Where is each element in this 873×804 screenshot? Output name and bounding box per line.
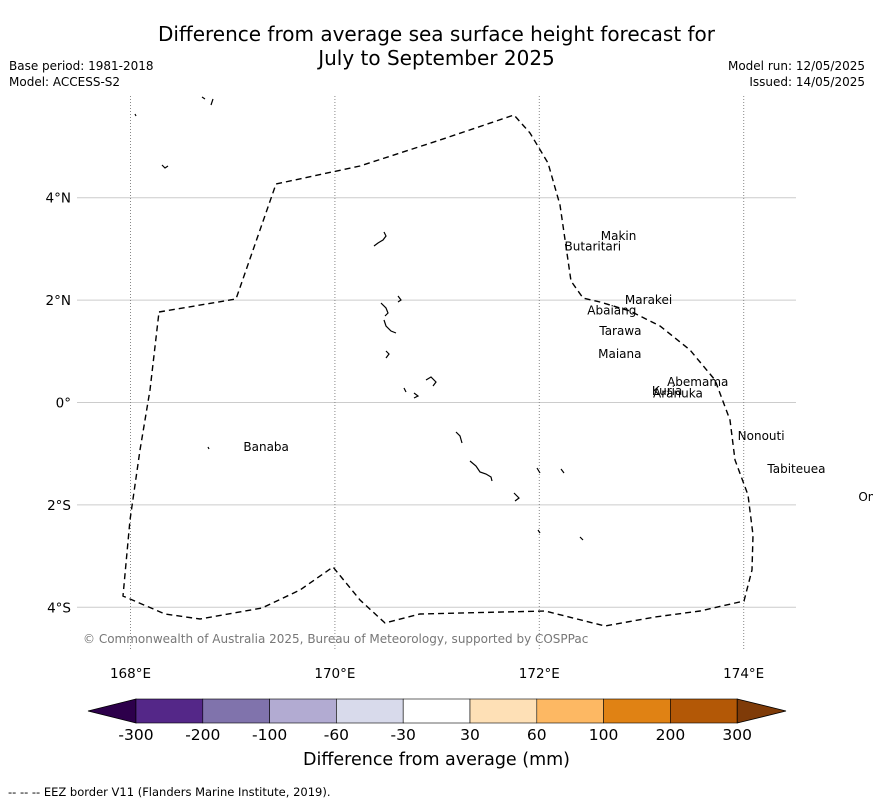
coast-kuria-aranuka (403, 387, 420, 399)
graticule (77, 96, 796, 650)
colorbar-segment (603, 698, 671, 724)
title-line-1: Difference from average sea surface heig… (157, 22, 716, 46)
colorbar-segment (202, 698, 270, 724)
lon-tick-label: 172°E (519, 666, 560, 682)
island-label: Aranuka (653, 386, 703, 400)
island-label: Nonouti (738, 429, 785, 443)
colorbar (87, 698, 787, 724)
island-label: Onotoa (858, 490, 873, 504)
copyright-text: © Commonwealth of Australia 2025, Bureau… (83, 632, 589, 646)
lon-tick-label: 174°E (723, 666, 764, 682)
island-label: Tabiteuea (766, 462, 825, 476)
meta-right: Model run: 12/05/2025 Issued: 14/05/2025 (728, 58, 865, 90)
coast-nikunau (560, 468, 565, 474)
coast-arorae (579, 536, 584, 541)
coast-marakei (397, 295, 402, 303)
island-label: Abaiang (587, 303, 636, 317)
island-label: Maiana (598, 347, 641, 361)
axis-tick-labels: 4°N2°N0°2°S4°S168°E170°E172°E174°E176°E1… (46, 191, 765, 682)
colorbar-tick-label: 100 (588, 726, 619, 744)
issued-date: Issued: 14/05/2025 (749, 75, 865, 89)
colorbar-segment (402, 698, 471, 724)
coast-tabiteuea (469, 460, 493, 482)
coast-tamana (537, 529, 541, 534)
coast-north-islet-3 (161, 164, 169, 169)
island-label: Makin (601, 229, 637, 243)
colorbar-tick-label: -200 (185, 726, 221, 744)
coast-nonouti (455, 431, 463, 444)
island-label: Kuria (652, 384, 683, 398)
coast-north-islet-2 (134, 113, 137, 117)
coast-onotoa (513, 492, 520, 502)
coast-banaba (207, 446, 210, 450)
coast-tarawa (383, 319, 397, 334)
coast-makin (373, 231, 387, 247)
island-label: Marakei (625, 293, 672, 307)
lat-tick-label: 0° (56, 396, 71, 412)
title-line-2: July to September 2025 (318, 46, 555, 70)
coast-abaiang (380, 302, 389, 317)
lat-tick-label: 2°N (46, 293, 71, 309)
colorbar-label: Difference from average (mm) (302, 750, 571, 770)
coast-maiana (385, 350, 390, 359)
colorbar-segment (135, 698, 204, 724)
lat-tick-label: 4°S (47, 600, 71, 616)
coast-north-islet-1 (201, 96, 214, 106)
island-label: Tarawa (598, 324, 641, 338)
colorbar-extend-high (736, 698, 787, 724)
meta-left: Base period: 1981-2018 Model: ACCESS-S2 (9, 58, 154, 90)
colorbar-tick-label: -300 (118, 726, 154, 744)
base-period: Base period: 1981-2018 (9, 59, 154, 73)
coast-beru (536, 467, 541, 474)
island-label: Banaba (243, 440, 289, 454)
lon-tick-label: 170°E (314, 666, 355, 682)
eez-border (122, 114, 754, 627)
colorbar-tick-label: 30 (460, 726, 480, 744)
colorbar-tick-label: 200 (655, 726, 686, 744)
colorbar-segment (469, 698, 538, 724)
eez-footnote: -- -- -- EEZ border V11 (Flanders Marine… (8, 785, 331, 799)
colorbar-tick-label: 300 (722, 726, 752, 744)
coast-abemama (425, 376, 437, 387)
model-name: Model: ACCESS-S2 (9, 75, 121, 89)
colorbar-tick-label: 60 (526, 726, 547, 744)
lat-tick-label: 4°N (46, 191, 71, 207)
lat-tick-label: 2°S (47, 498, 71, 514)
colorbar-segment (336, 698, 404, 724)
colorbar-extend-low (87, 698, 137, 724)
model-run: Model run: 12/05/2025 (727, 59, 865, 73)
colorbar-segment (536, 698, 604, 724)
lon-tick-label: 168°E (110, 666, 151, 682)
island-label: Abemama (667, 375, 728, 389)
colorbar-segment (269, 698, 337, 724)
colorbar-segment (670, 698, 738, 724)
colorbar-tick-label: -30 (390, 726, 416, 744)
eez-border-line (122, 114, 754, 627)
map-title: Difference from average sea surface heig… (0, 22, 873, 70)
island-label: Butaritari (565, 239, 622, 253)
coastlines (134, 96, 584, 541)
colorbar-tick-label: -100 (252, 726, 288, 744)
colorbar-tick-label: -60 (323, 726, 350, 744)
